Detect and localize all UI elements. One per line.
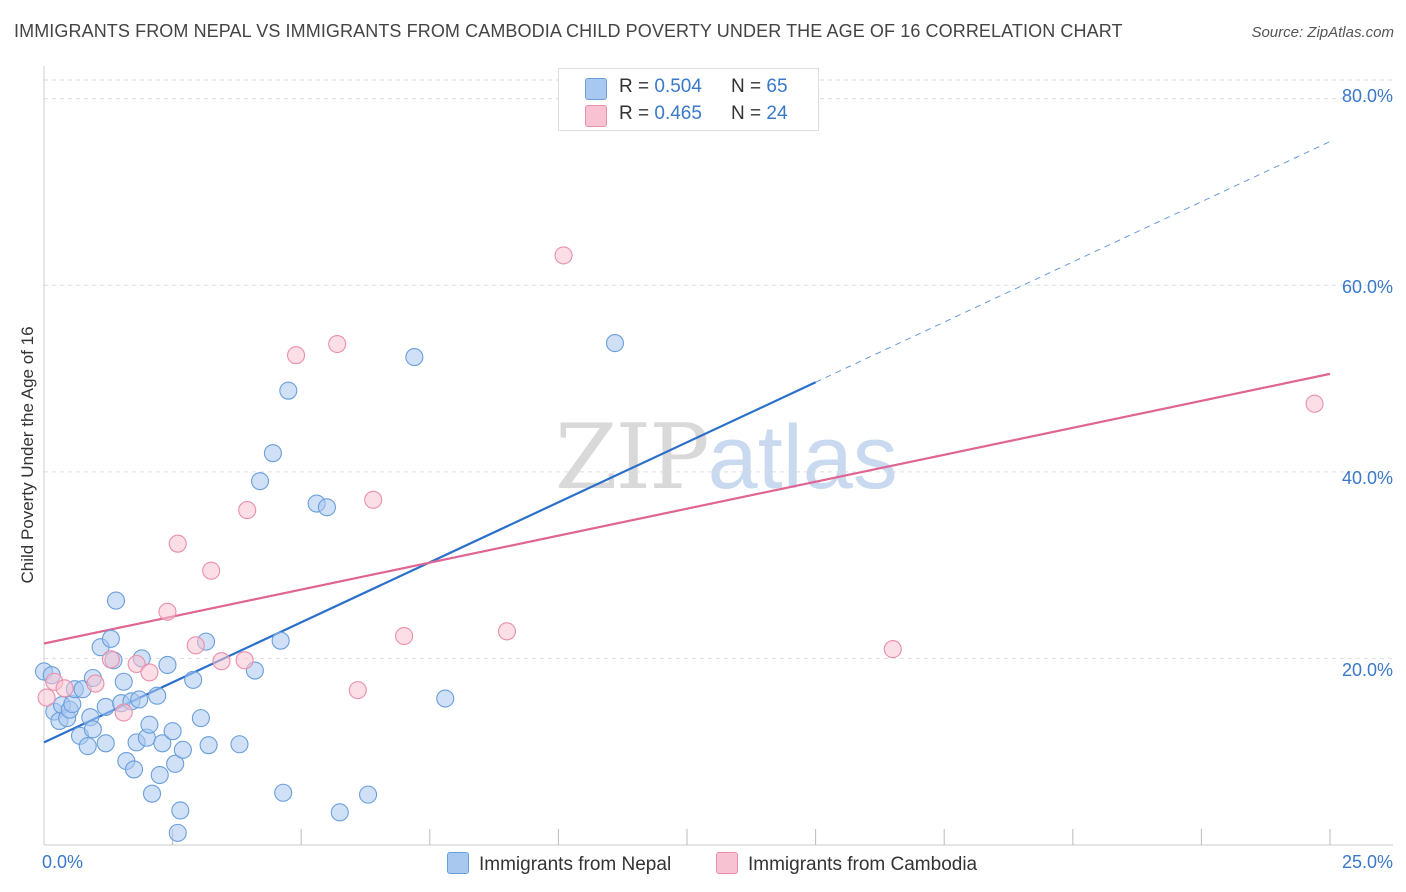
nepal-point — [106, 591, 126, 610]
nepal-point — [173, 740, 192, 759]
cambodia-point — [114, 703, 133, 722]
source-label: Source: ZipAtlas.com — [1251, 24, 1394, 41]
correlation-legend: R = 0.504 N = 65 R = 0.465 N = 24 — [558, 68, 819, 131]
nepal-point — [405, 348, 424, 367]
y-axis-label: Child Poverty Under the Age of 16 — [18, 326, 37, 584]
y-tick-label: 60.0% — [1341, 277, 1393, 297]
y-tick-label: 20.0% — [1341, 660, 1393, 680]
series-legend-cambodia: Immigrants from Cambodia — [716, 852, 977, 876]
nepal-point — [605, 334, 625, 353]
y-tick-label: 40.0% — [1341, 468, 1393, 488]
nepal-point — [101, 629, 120, 648]
chart-title: IMMIGRANTS FROM NEPAL VS IMMIGRANTS FROM… — [14, 21, 1123, 41]
nepal-point — [130, 690, 149, 709]
cambodia-point — [883, 640, 902, 659]
legend-r-label: R = — [619, 103, 655, 124]
nepal-trend-extension — [815, 141, 1331, 383]
nepal-point — [184, 670, 203, 689]
cambodia-point — [37, 688, 56, 707]
nepal-point — [158, 655, 177, 674]
cambodia-point — [1305, 394, 1324, 413]
legend-n-label: N = — [731, 76, 767, 97]
cambodia-point — [287, 346, 306, 365]
cambodia-legend-label: Immigrants from Cambodia — [748, 854, 978, 875]
cambodia-point — [238, 501, 257, 520]
nepal-point — [271, 631, 290, 650]
nepal-point — [163, 722, 182, 741]
nepal-point — [330, 803, 349, 822]
legend-r-value: 0.504 — [654, 76, 702, 97]
nepal-legend-swatch — [447, 852, 469, 874]
nepal-point — [199, 736, 218, 755]
cambodia-legend-swatch — [716, 852, 738, 874]
cambodia-point — [554, 246, 573, 265]
cambodia-point — [86, 674, 105, 693]
nepal-point — [317, 498, 336, 517]
legend-r-label: R = — [619, 76, 655, 97]
cambodia-trend-line — [43, 372, 1331, 645]
cambodia-point — [127, 654, 146, 674]
nepal-point — [83, 720, 102, 739]
legend-n-label: N = — [731, 103, 767, 124]
nepal-point — [114, 672, 133, 691]
axes — [43, 66, 1393, 846]
gridlines — [44, 79, 1393, 659]
nepal-point — [171, 801, 190, 820]
scatter-points — [34, 246, 1324, 842]
cambodia-point — [395, 626, 414, 646]
nepal-point — [78, 737, 97, 756]
series-legend-nepal: Immigrants from Nepal — [447, 852, 671, 876]
nepal-point — [230, 735, 249, 754]
nepal-swatch — [585, 78, 607, 100]
cambodia-point — [212, 652, 231, 671]
nepal-point — [166, 754, 185, 773]
nepal-point — [191, 709, 210, 728]
legend-r-value: 0.465 — [654, 103, 702, 124]
y-tick-label: 80.0% — [1341, 86, 1393, 106]
cambodia-point — [202, 561, 221, 580]
cambodia-swatch — [585, 105, 607, 127]
cambodia-point — [364, 490, 383, 509]
cambodia-point — [348, 681, 367, 700]
nepal-point — [63, 695, 82, 714]
nepal-point — [140, 715, 159, 734]
cambodia-point — [235, 651, 254, 670]
nepal-point — [96, 734, 115, 753]
cambodia-point — [101, 650, 120, 669]
nepal-point — [142, 784, 162, 803]
nepal-point — [124, 760, 144, 779]
watermark-atlas: atlas — [707, 408, 898, 508]
nepal-point — [263, 444, 282, 463]
cambodia-point — [497, 622, 517, 641]
cambodia-point — [158, 602, 177, 621]
nepal-point — [274, 783, 293, 802]
cambodia-point — [328, 334, 347, 354]
nepal-point — [279, 381, 298, 400]
nepal-point — [96, 697, 115, 716]
nepal-point — [148, 686, 167, 705]
legend-n-value: 65 — [766, 76, 788, 97]
cambodia-point — [140, 663, 159, 682]
legend-n-value: 24 — [766, 103, 788, 124]
cambodia-point — [55, 679, 74, 698]
cambodia-point — [186, 636, 205, 655]
nepal-point — [153, 734, 172, 753]
nepal-point — [168, 823, 187, 842]
cambodia-point — [168, 534, 187, 553]
nepal-legend-label: Immigrants from Nepal — [479, 854, 672, 875]
x-tick-label-max: 25.0% — [1341, 852, 1393, 872]
nepal-point — [250, 472, 270, 491]
nepal-point — [436, 689, 455, 708]
nepal-point — [150, 765, 169, 785]
x-tick-label-min: 0.0% — [42, 852, 84, 872]
trend-lines — [43, 141, 1331, 744]
nepal-point — [359, 785, 378, 804]
